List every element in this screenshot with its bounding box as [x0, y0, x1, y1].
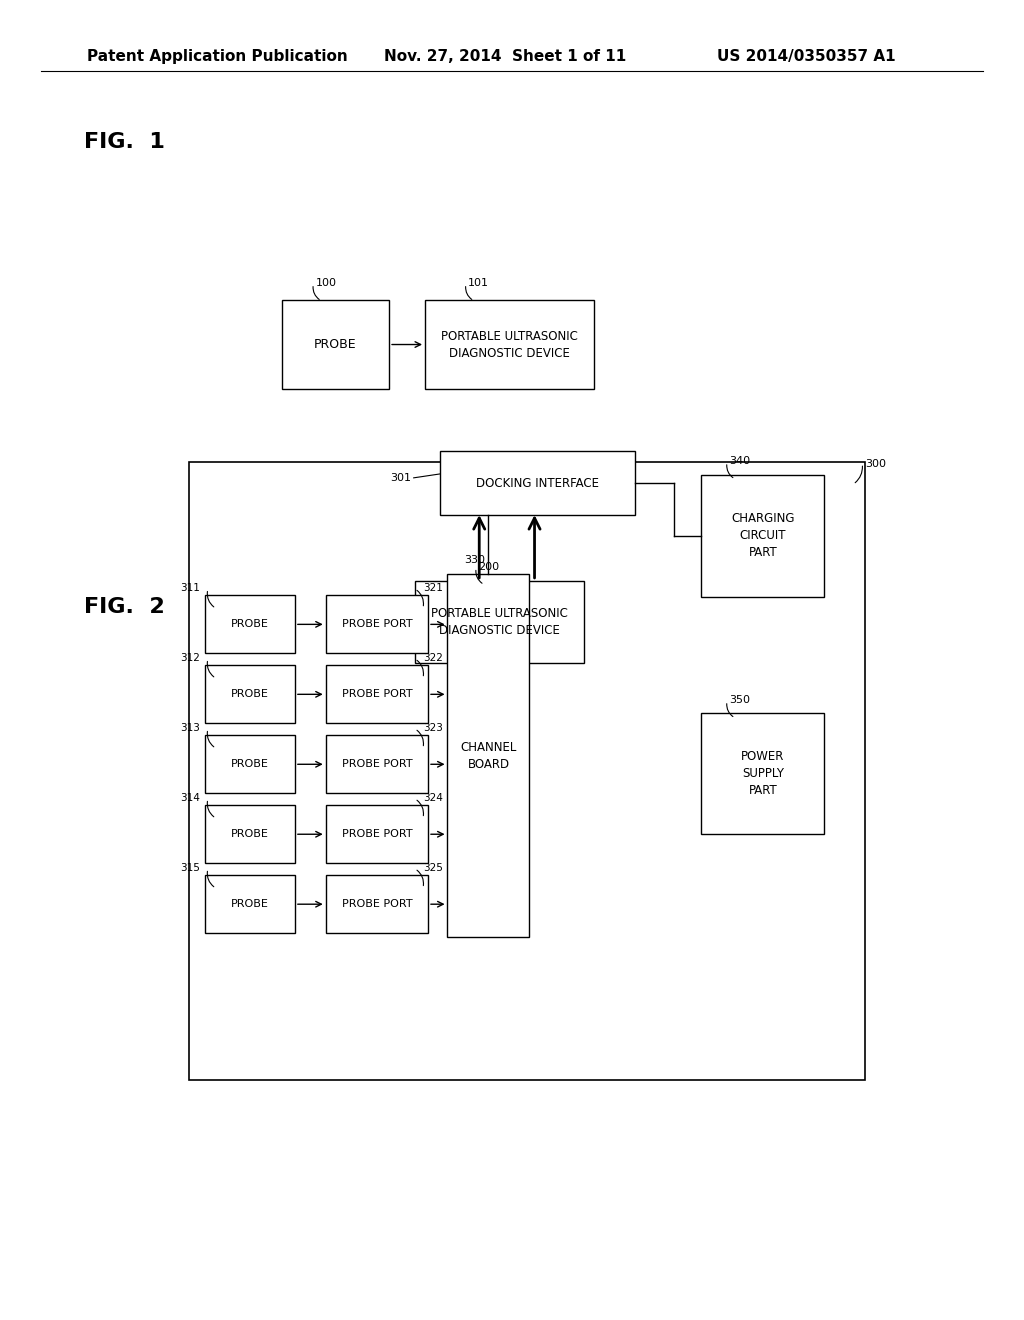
Text: 311: 311: [180, 582, 200, 593]
FancyBboxPatch shape: [415, 581, 584, 663]
Text: POWER
SUPPLY
PART: POWER SUPPLY PART: [741, 750, 784, 797]
FancyBboxPatch shape: [326, 595, 428, 653]
Text: US 2014/0350357 A1: US 2014/0350357 A1: [717, 49, 895, 63]
FancyBboxPatch shape: [326, 735, 428, 793]
FancyBboxPatch shape: [189, 462, 865, 1080]
Text: PROBE PORT: PROBE PORT: [342, 829, 412, 840]
Text: Nov. 27, 2014  Sheet 1 of 11: Nov. 27, 2014 Sheet 1 of 11: [384, 49, 627, 63]
FancyBboxPatch shape: [447, 574, 529, 937]
Text: 324: 324: [423, 792, 442, 803]
Text: DOCKING INTERFACE: DOCKING INTERFACE: [476, 477, 599, 490]
Text: 301: 301: [390, 473, 412, 483]
Text: 325: 325: [423, 862, 442, 873]
FancyBboxPatch shape: [205, 735, 295, 793]
FancyBboxPatch shape: [326, 875, 428, 933]
Text: 300: 300: [865, 458, 887, 469]
Text: 330: 330: [464, 554, 485, 565]
Text: PROBE: PROBE: [231, 829, 268, 840]
Text: PROBE PORT: PROBE PORT: [342, 759, 412, 770]
Text: PORTABLE ULTRASONIC
DIAGNOSTIC DEVICE: PORTABLE ULTRASONIC DIAGNOSTIC DEVICE: [431, 607, 567, 636]
Text: PROBE: PROBE: [231, 759, 268, 770]
Text: PROBE PORT: PROBE PORT: [342, 899, 412, 909]
Text: CHANNEL
BOARD: CHANNEL BOARD: [460, 741, 517, 771]
FancyBboxPatch shape: [425, 300, 594, 389]
FancyBboxPatch shape: [205, 875, 295, 933]
Text: PROBE: PROBE: [231, 689, 268, 700]
Text: PROBE: PROBE: [231, 899, 268, 909]
Text: 313: 313: [180, 722, 200, 733]
FancyBboxPatch shape: [326, 805, 428, 863]
FancyBboxPatch shape: [326, 665, 428, 723]
FancyBboxPatch shape: [282, 300, 389, 389]
Text: 350: 350: [729, 694, 751, 705]
Text: PROBE: PROBE: [314, 338, 356, 351]
Text: PROBE PORT: PROBE PORT: [342, 689, 412, 700]
FancyBboxPatch shape: [205, 595, 295, 653]
Text: Patent Application Publication: Patent Application Publication: [87, 49, 348, 63]
Text: 101: 101: [468, 277, 489, 288]
Text: 200: 200: [478, 561, 500, 572]
Text: FIG.  1: FIG. 1: [84, 132, 165, 152]
Text: 322: 322: [423, 652, 442, 663]
Text: 312: 312: [180, 652, 200, 663]
Text: 314: 314: [180, 792, 200, 803]
FancyBboxPatch shape: [205, 665, 295, 723]
FancyBboxPatch shape: [701, 475, 824, 597]
Text: CHARGING
CIRCUIT
PART: CHARGING CIRCUIT PART: [731, 512, 795, 560]
FancyBboxPatch shape: [205, 805, 295, 863]
Text: PORTABLE ULTRASONIC
DIAGNOSTIC DEVICE: PORTABLE ULTRASONIC DIAGNOSTIC DEVICE: [441, 330, 578, 359]
FancyBboxPatch shape: [701, 713, 824, 834]
Text: 321: 321: [423, 582, 442, 593]
Text: 100: 100: [315, 277, 337, 288]
FancyBboxPatch shape: [440, 451, 635, 515]
Text: 315: 315: [180, 862, 200, 873]
Text: PROBE: PROBE: [231, 619, 268, 630]
Text: PROBE PORT: PROBE PORT: [342, 619, 412, 630]
Text: 340: 340: [729, 455, 751, 466]
Text: FIG.  2: FIG. 2: [84, 597, 165, 616]
Text: 323: 323: [423, 722, 442, 733]
